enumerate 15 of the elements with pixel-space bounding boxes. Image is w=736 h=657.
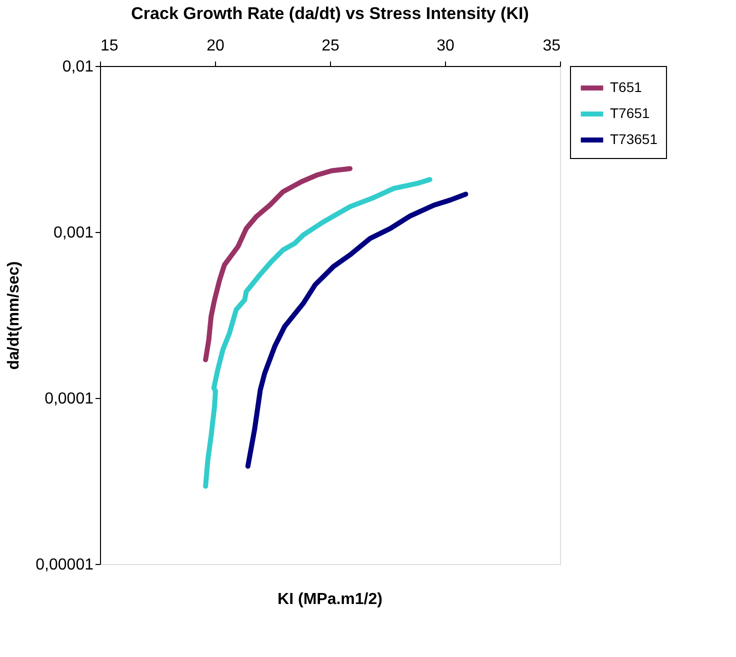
y-axis-title: da/dt(mm/sec) <box>6 261 23 370</box>
x-tick-label: 25 <box>322 38 340 54</box>
legend-label: T7651 <box>610 105 650 121</box>
x-axis-title: KI (MPa.m1/2) <box>278 591 382 608</box>
chart-title: Crack Growth Rate (da/dt) vs Stress Intensity (KI) <box>131 4 529 23</box>
y-tick-label: 0,001 <box>53 224 94 242</box>
x-tick-label: 30 <box>436 38 454 54</box>
x-tick-label: 20 <box>206 38 224 54</box>
y-tick-label: 0,01 <box>62 58 94 76</box>
x-tick-label: 35 <box>542 38 561 54</box>
y-tick-label: 0,0001 <box>44 390 94 408</box>
y-tick-label: 0,00001 <box>36 556 94 574</box>
x-tick-label: 15 <box>100 38 118 54</box>
legend-label: T651 <box>610 79 642 95</box>
legend-label: T73651 <box>610 131 658 147</box>
